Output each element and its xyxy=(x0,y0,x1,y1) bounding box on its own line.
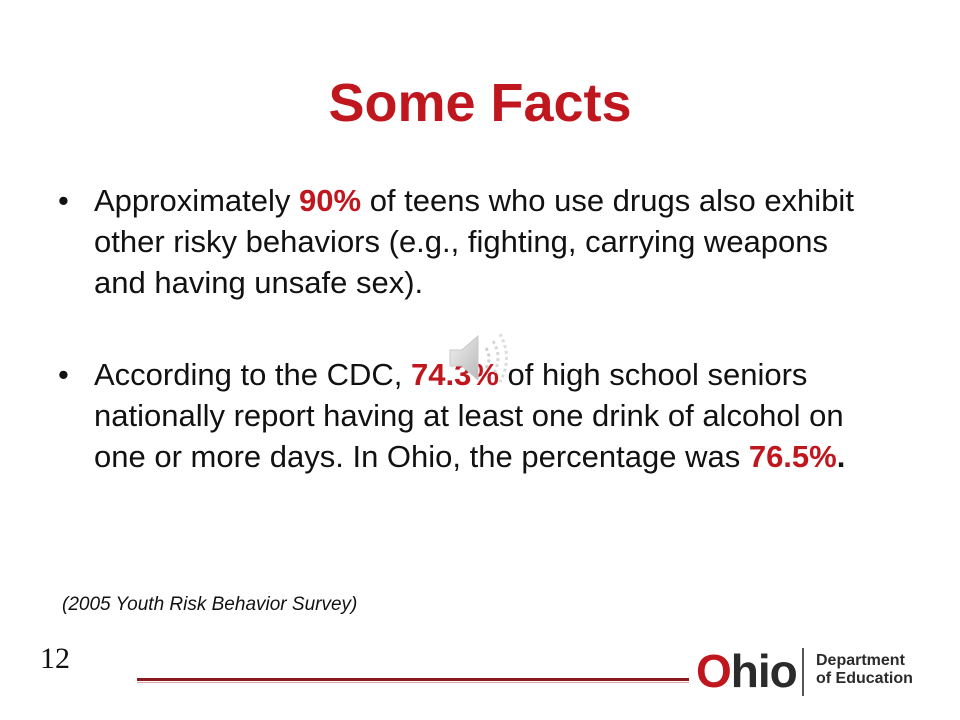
slide-title: Some Facts xyxy=(328,73,632,133)
source-citation: (2005 Youth Risk Behavior Survey) xyxy=(62,594,358,615)
footer-rule xyxy=(137,678,689,681)
logo-dept-line1: Department xyxy=(816,652,905,669)
highlight-stat: 76.5% xyxy=(748,439,837,474)
bullet-text: According to the CDC, xyxy=(94,357,412,392)
logo-hio: hio xyxy=(730,645,798,697)
logo-divider xyxy=(802,648,804,696)
ohio-department-of-education-logo: Ohio Department of Education xyxy=(694,644,924,700)
page-number: 12 xyxy=(40,642,70,675)
logo-o: O xyxy=(696,645,732,697)
logo-ohio-wordmark: Ohio xyxy=(696,645,798,697)
bullet-list: Approximately 90% of teens who use drugs… xyxy=(58,180,878,477)
bullet-text: of high school seniors nationally report… xyxy=(94,357,844,474)
highlight-stat: 90% xyxy=(299,183,362,218)
logo-dept-line2: of Education xyxy=(816,670,913,687)
logo-department-text: Department of Education xyxy=(816,652,913,688)
bullet-end: . xyxy=(836,439,846,474)
bullet-text: of teens who use drugs also exhibit othe… xyxy=(94,183,854,300)
bullet-item: According to the CDC, 74.3% of high scho… xyxy=(58,354,878,477)
bullet-item: Approximately 90% of teens who use drugs… xyxy=(58,180,878,303)
speaker-icon[interactable] xyxy=(446,328,512,388)
bullet-text: Approximately xyxy=(94,183,300,218)
footer-rule-shadow xyxy=(137,682,689,683)
